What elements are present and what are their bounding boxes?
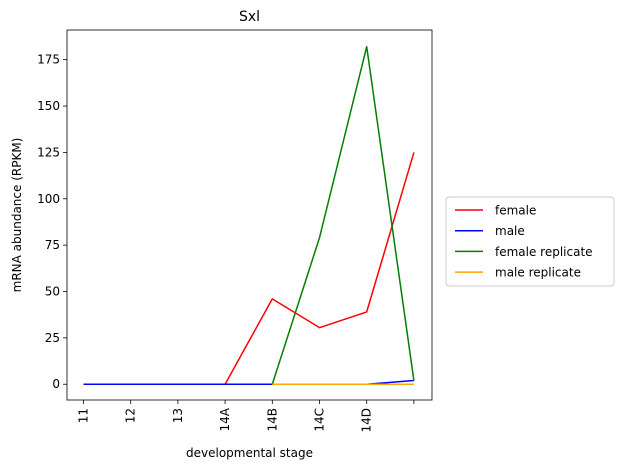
x-tick-label: 14B — [265, 408, 279, 432]
legend-label: male replicate — [495, 266, 581, 280]
y-tick-label: 50 — [45, 285, 60, 299]
plot-frame — [66, 29, 433, 401]
legend-label: female — [495, 204, 536, 218]
x-tick-label: 14D — [360, 408, 374, 433]
legend: female male female replicate male replicate — [445, 196, 615, 287]
x-tick-label: 13 — [171, 408, 185, 423]
x-tick-label: 12 — [124, 408, 138, 423]
legend-label: male — [495, 224, 525, 238]
y-tick-label: 100 — [37, 192, 60, 206]
x-tick-label: 11 — [77, 408, 91, 423]
chart-title: Sxl — [239, 9, 260, 25]
y-tick-label: 125 — [37, 145, 60, 159]
legend-box — [445, 196, 615, 287]
x-axis-label: developmental stage — [186, 446, 313, 460]
y-tick-label: 75 — [45, 238, 60, 252]
y-axis: 0 25 50 75 100 125 150 175 — [37, 53, 67, 391]
series-line-female-replicate — [271, 45, 415, 385]
legend-label: female replicate — [495, 245, 593, 259]
series-layer — [83, 45, 415, 385]
y-axis-label: mRNA abundance (RPKM) — [10, 138, 24, 293]
y-tick-label: 0 — [52, 377, 60, 391]
y-tick-label: 150 — [37, 99, 60, 113]
y-tick-label: 25 — [45, 331, 60, 345]
x-axis: 11 12 13 14A 14B 14C 14D — [77, 400, 415, 433]
x-tick-label: 14A — [218, 407, 232, 431]
x-tick-label: 14C — [313, 408, 327, 432]
y-tick-label: 175 — [37, 53, 60, 67]
